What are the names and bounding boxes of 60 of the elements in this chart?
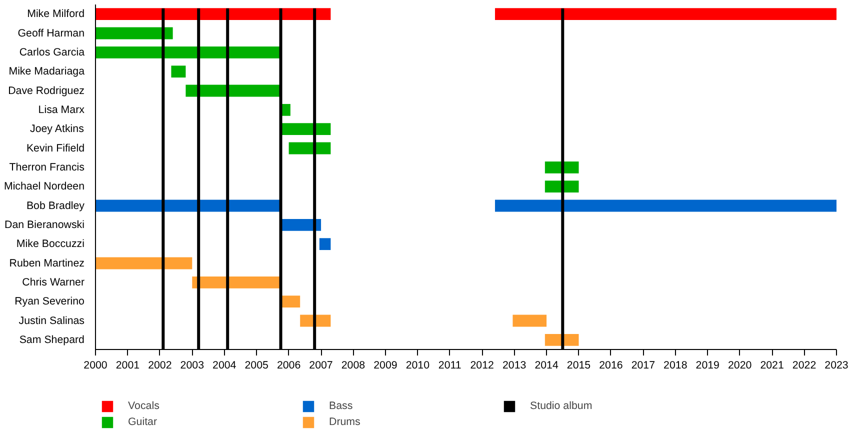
x-tick-label: 2005: [244, 360, 269, 372]
x-tick-label: 2013: [502, 360, 526, 372]
y-tick-label: Geoff Harman: [18, 27, 85, 40]
y-tick-label: Ryan Severino: [14, 296, 85, 308]
x-tick-label: 2014: [534, 360, 558, 372]
x-tick-label: 2003: [180, 360, 204, 372]
y-tick-label: Mike Boccuzzi: [16, 238, 85, 250]
x-tick-label: 2006: [276, 360, 301, 372]
bar: [96, 200, 281, 212]
x-tick-label: 2023: [824, 360, 848, 372]
y-tick-label: Chris Warner: [22, 276, 85, 288]
bar: [171, 66, 186, 78]
x-tick-label: 2018: [664, 360, 688, 372]
x-tick-label: 2000: [84, 360, 108, 372]
y-tick-label: Dave Rodriguez: [8, 84, 85, 97]
x-tick-label: 2002: [148, 360, 172, 372]
legend-label: Guitar: [128, 416, 158, 428]
bar: [319, 238, 331, 250]
bar: [280, 123, 331, 136]
bar: [544, 180, 579, 193]
legend-label: Drums: [329, 416, 362, 428]
x-tick-label: 2022: [792, 360, 816, 372]
y-tick-label: Therron Francis: [9, 161, 85, 174]
bar: [494, 200, 836, 212]
x-tick-label: 2016: [599, 360, 623, 372]
x-tick-label: 2021: [760, 360, 784, 372]
x-tick-label: 2008: [341, 360, 366, 372]
y-tick-label: Sam Shepard: [19, 334, 85, 346]
legend-label: Studio album: [530, 400, 594, 412]
x-tick-label: 2004: [212, 360, 236, 372]
legend-label: Bass: [329, 400, 354, 412]
bar: [494, 8, 836, 20]
y-tick-label: Mike Madariaga: [8, 66, 85, 78]
bar: [186, 84, 281, 97]
x-tick-label: 2007: [309, 360, 333, 372]
x-tick-label: 2011: [438, 360, 462, 372]
bar: [96, 46, 281, 58]
bar: [544, 161, 579, 174]
x-tick-label: 2001: [116, 360, 140, 372]
x-tick-label: 2012: [470, 360, 494, 372]
y-tick-label: Carlos Garcia: [19, 46, 85, 58]
x-tick-label: 2019: [696, 360, 720, 372]
bar: [512, 314, 547, 327]
y-tick-label: Justin Salinas: [18, 314, 84, 327]
y-tick-label: Dan Bieranowski: [4, 218, 85, 231]
y-tick-label: Ruben Martinez: [9, 257, 85, 270]
x-tick-label: 2010: [406, 360, 430, 372]
legend-label: Vocals: [128, 400, 160, 412]
x-tick-label: 2020: [728, 360, 752, 372]
y-tick-label: Kevin Fifield: [26, 142, 85, 154]
x-tick-label: 2009: [374, 360, 398, 372]
bar: [96, 257, 192, 270]
x-tick-label: 2015: [566, 360, 591, 372]
y-tick-label: Michael Nordeen: [4, 180, 85, 193]
y-tick-label: Mike Milford: [27, 8, 85, 20]
x-tick-label: 2017: [631, 360, 656, 372]
y-tick-label: Joey Atkins: [30, 123, 84, 136]
y-tick-label: Lisa Marx: [38, 104, 86, 116]
y-tick-label: Bob Bradley: [26, 200, 86, 212]
bar: [96, 27, 173, 40]
